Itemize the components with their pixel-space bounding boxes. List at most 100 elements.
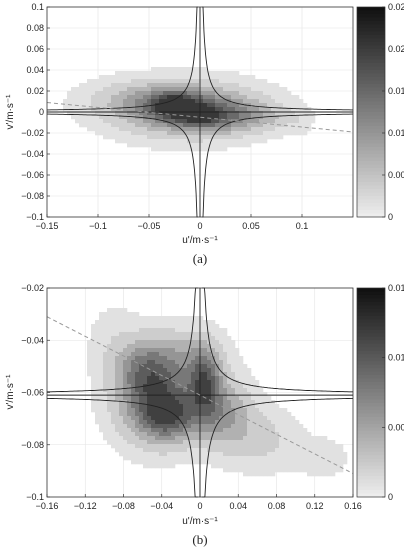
colorbar-segment — [357, 288, 385, 292]
contour-cell — [99, 99, 104, 104]
contour-cell — [115, 436, 120, 441]
contour-cell — [159, 332, 164, 337]
contour-cell — [215, 408, 220, 413]
contour-cell — [219, 79, 224, 84]
contour-cell — [155, 135, 160, 140]
contour-cell — [127, 360, 132, 365]
contour-cell — [131, 107, 136, 112]
contour-cell — [123, 392, 128, 397]
contour-cell — [139, 396, 144, 401]
contour-cell — [187, 396, 192, 401]
contour-cell — [103, 135, 108, 140]
contour-cell — [111, 135, 116, 140]
contour-cell — [167, 67, 172, 72]
contour-cell — [147, 95, 152, 100]
colorbar-segment — [357, 423, 385, 428]
contour-cell — [191, 428, 196, 433]
contour-cell — [239, 139, 244, 144]
contour-cell — [127, 436, 132, 441]
contour-cell — [123, 352, 128, 357]
contour-cell — [207, 83, 212, 88]
contour-cell — [187, 392, 192, 397]
colorbar-segment — [357, 329, 385, 334]
contour-cell — [271, 91, 276, 96]
contour-cell — [203, 131, 208, 136]
contour-cell — [287, 103, 292, 108]
contour-cell — [159, 316, 164, 321]
contour-cell — [275, 404, 280, 409]
contour-cell — [83, 99, 88, 104]
contour-cell — [167, 404, 172, 409]
contour-cell — [127, 432, 132, 437]
contour-cell — [111, 87, 116, 92]
contour-cell — [195, 316, 200, 321]
contour-cell — [207, 428, 212, 433]
contour-cell — [199, 388, 204, 393]
contour-cell — [207, 456, 212, 461]
contour-cell — [255, 115, 260, 120]
contour-cell — [111, 328, 116, 333]
contour-cell — [175, 340, 180, 345]
contour-cell — [235, 135, 240, 140]
contour-cell — [159, 91, 164, 96]
contour-cell — [239, 143, 244, 148]
contour-cell — [215, 392, 220, 397]
contour-cell — [119, 316, 124, 321]
contour-cell — [219, 356, 224, 361]
contour-cell — [175, 111, 180, 116]
contour-cell — [199, 436, 204, 441]
contour-cell — [115, 444, 120, 449]
contour-cell — [107, 368, 112, 373]
x-tick-label: 0.05 — [242, 221, 260, 231]
contour-cell — [139, 364, 144, 369]
contour-cell — [159, 75, 164, 80]
contour-cell — [211, 103, 216, 108]
contour-cell — [247, 460, 252, 465]
contour-cell — [267, 135, 272, 140]
contour-cell — [183, 119, 188, 124]
contour-cell — [147, 344, 152, 349]
contour-cell — [199, 123, 204, 128]
contour-cell — [263, 472, 268, 477]
contour-cell — [175, 408, 180, 413]
contour-cell — [231, 115, 236, 120]
contour-cell — [219, 364, 224, 369]
contour-cell — [235, 360, 240, 365]
contour-cell — [99, 404, 104, 409]
contour-cell — [159, 107, 164, 112]
contour-cell — [223, 444, 228, 449]
colorbar-segment — [357, 486, 385, 491]
contour-cell — [259, 107, 264, 112]
contour-cell — [119, 376, 124, 381]
contour-cell — [91, 332, 96, 337]
contour-cell — [295, 452, 300, 457]
contour-cell — [99, 344, 104, 349]
contour-cell — [175, 332, 180, 337]
contour-cell — [323, 448, 328, 453]
contour-cell — [179, 424, 184, 429]
contour-cell — [207, 364, 212, 369]
x-axis-label-b: u'/m·s⁻¹ — [182, 516, 218, 527]
contour-cell — [327, 468, 332, 473]
contour-cell — [283, 91, 288, 96]
contour-cell — [139, 404, 144, 409]
contour-cell — [107, 75, 112, 80]
contour-cell — [167, 127, 172, 132]
contour-cell — [215, 107, 220, 112]
contour-cell — [139, 316, 144, 321]
contour-cell — [335, 456, 340, 461]
contour-cell — [95, 400, 100, 405]
contour-cell — [179, 412, 184, 417]
contour-cell — [163, 336, 168, 341]
contour-cell — [207, 440, 212, 445]
contour-cell — [271, 135, 276, 140]
contour-cell — [91, 336, 96, 341]
contour-cell — [195, 360, 200, 365]
contour-cell — [99, 87, 104, 92]
contour-cell — [139, 79, 144, 84]
contour-cell — [183, 147, 188, 152]
contour-cell — [187, 428, 192, 433]
colorbar-segment — [357, 451, 385, 456]
contour-cell — [187, 404, 192, 409]
contour-cell — [227, 135, 232, 140]
